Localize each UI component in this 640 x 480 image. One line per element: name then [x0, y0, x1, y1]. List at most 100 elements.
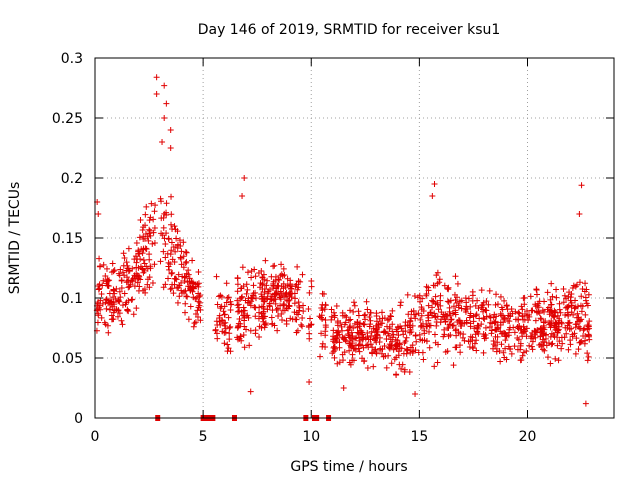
data-point [383, 336, 390, 343]
data-point [274, 327, 281, 334]
data-point [434, 280, 441, 287]
data-point [223, 299, 230, 306]
data-point [173, 276, 180, 283]
data-point [262, 257, 269, 264]
data-point [125, 308, 132, 315]
data-point [421, 327, 428, 334]
data-point [116, 298, 123, 305]
data-point [549, 293, 556, 300]
data-point [161, 115, 168, 121]
data-point [488, 327, 495, 334]
data-point [336, 344, 343, 351]
data-point [236, 315, 243, 322]
data-point [555, 357, 562, 364]
data-point [105, 282, 112, 289]
data-point [473, 347, 480, 354]
data-point [376, 334, 383, 341]
data-point [372, 329, 379, 336]
data-point [255, 269, 262, 276]
data-point [494, 321, 501, 328]
data-point [503, 356, 510, 363]
data-point [340, 385, 347, 391]
data-point [499, 306, 506, 313]
data-point [252, 330, 259, 337]
data-point [106, 299, 113, 306]
data-point [95, 211, 102, 217]
data-point [423, 283, 430, 290]
data-point [123, 299, 130, 306]
data-point [368, 332, 375, 339]
data-point [452, 326, 459, 333]
data-point [546, 321, 553, 328]
data-point [261, 289, 268, 296]
data-point [359, 336, 366, 343]
data-point [349, 357, 356, 364]
data-point [103, 296, 110, 303]
data-point [288, 294, 295, 301]
data-point [169, 256, 176, 263]
data-point [269, 307, 276, 314]
data-point [291, 300, 298, 307]
data-point [194, 313, 201, 320]
data-point [280, 285, 287, 292]
data-point [349, 351, 356, 358]
data-point [124, 307, 131, 314]
data-point [96, 281, 103, 288]
data-point [225, 294, 232, 301]
plot-frame [94, 57, 615, 419]
data-point [393, 326, 400, 333]
data-point [251, 266, 258, 273]
data-point [475, 330, 482, 337]
data-point [272, 300, 279, 307]
data-point [347, 307, 354, 314]
data-point [166, 266, 173, 273]
data-point [480, 349, 487, 356]
data-point [498, 341, 505, 348]
data-point [389, 328, 396, 335]
data-point [149, 240, 156, 247]
data-point [503, 303, 510, 310]
data-point [322, 317, 329, 324]
data-point [284, 282, 291, 289]
data-point [435, 341, 442, 348]
data-point [480, 308, 487, 315]
data-point [223, 280, 230, 287]
data-point [234, 288, 241, 295]
data-point [331, 314, 338, 321]
data-point [279, 317, 286, 324]
data-point [109, 316, 116, 323]
data-point [478, 321, 485, 328]
data-point [176, 237, 183, 244]
data-point [537, 315, 544, 322]
data-point [330, 338, 337, 345]
data-point [547, 301, 554, 308]
data-point [582, 297, 589, 304]
data-point [413, 338, 420, 345]
data-point [300, 308, 307, 315]
data-point [298, 321, 305, 328]
data-point [250, 292, 257, 299]
data-point [344, 327, 351, 334]
data-point [177, 254, 184, 261]
data-point [465, 295, 472, 302]
data-point [462, 306, 469, 313]
data-point [448, 316, 455, 323]
data-point [572, 297, 579, 304]
data-point [219, 317, 226, 324]
data-point [319, 340, 326, 347]
data-point [520, 328, 527, 335]
data-point [515, 336, 522, 343]
data-point [119, 302, 126, 309]
data-point [432, 314, 439, 321]
data-point [306, 289, 313, 296]
data-point [134, 279, 141, 286]
data-point [178, 287, 185, 294]
data-point [582, 280, 589, 287]
data-point [181, 278, 188, 285]
data-point [516, 322, 523, 329]
data-point [252, 304, 259, 311]
data-point [119, 321, 126, 328]
data-point [240, 331, 247, 338]
data-point [308, 321, 315, 328]
data-point [385, 352, 392, 359]
